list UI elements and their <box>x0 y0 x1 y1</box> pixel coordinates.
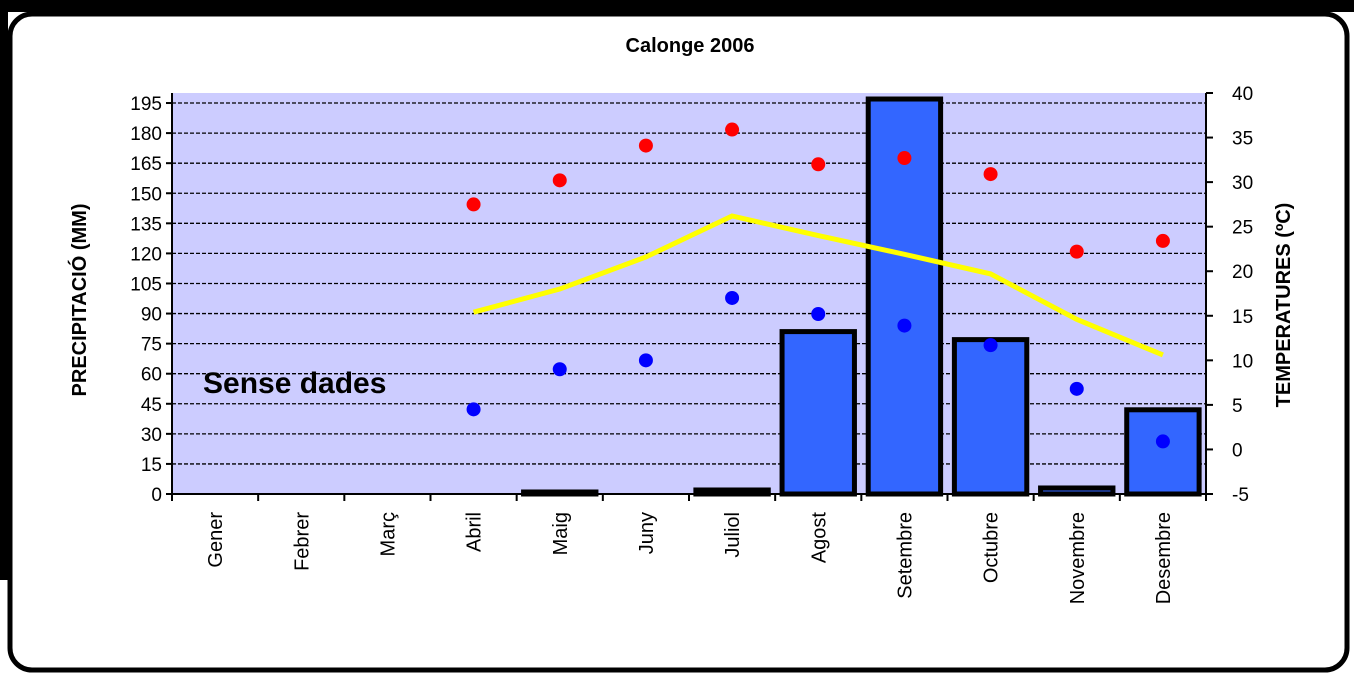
y-tick-label: 165 <box>130 154 162 175</box>
bar <box>779 329 857 497</box>
line <box>472 213 1164 358</box>
x-tick-label: Novembre <box>1067 512 1089 604</box>
x-tick-label: Gener <box>205 512 227 568</box>
y-tick-label: 105 <box>130 274 162 295</box>
y-tick-label: 75 <box>141 335 162 356</box>
x-tick-label: Octubre <box>981 512 1003 583</box>
dot <box>897 318 912 333</box>
dot <box>1069 244 1084 259</box>
bar <box>951 337 1030 497</box>
x-tick-label: Març <box>377 512 399 556</box>
dot <box>983 338 998 353</box>
chart-title: Calonge 2006 <box>626 35 755 57</box>
y2-tick-label: 5 <box>1232 396 1243 417</box>
top-strip <box>0 0 1354 12</box>
y2-tick-label: 35 <box>1232 129 1253 150</box>
y-tick-label: 45 <box>141 395 162 416</box>
dot <box>466 402 481 417</box>
dot <box>983 167 998 182</box>
dot <box>638 138 653 153</box>
x-tick-label: Setembre <box>894 512 916 599</box>
x-tick-label: Abril <box>464 512 486 552</box>
y-tick-label: 60 <box>141 365 162 386</box>
bar <box>1124 407 1202 497</box>
y2-tick-label: 30 <box>1232 173 1253 194</box>
dot <box>1155 434 1170 449</box>
x-tick-label: Agost <box>808 512 830 564</box>
x-tick-label: Febrer <box>291 512 313 571</box>
dot <box>811 157 826 172</box>
plot-area <box>172 93 1206 494</box>
y-tick-label: 90 <box>141 305 162 326</box>
y2-axis-label: TEMPERATURES (ºC) <box>1273 203 1295 408</box>
dot <box>1155 233 1170 248</box>
dot <box>1069 381 1084 396</box>
y2-tick-label: 10 <box>1232 351 1253 372</box>
x-tick-label: Desembre <box>1153 512 1175 604</box>
y-tick-label: 150 <box>130 184 162 205</box>
y-tick-label: 195 <box>130 94 162 115</box>
dot <box>552 362 567 377</box>
y-tick-label: 15 <box>141 455 162 476</box>
y2-tick-label: -5 <box>1232 485 1249 506</box>
left-strip <box>0 0 8 580</box>
dot <box>466 197 481 212</box>
dot <box>638 353 653 368</box>
y-tick-label: 120 <box>130 244 162 265</box>
y2-tick-label: 25 <box>1232 218 1253 239</box>
y2-tick-label: 15 <box>1232 307 1253 328</box>
dot <box>897 151 912 166</box>
y2-tick-label: 0 <box>1232 440 1243 461</box>
y-axis-label: PRECIPITACIÓ (MM) <box>67 204 91 397</box>
y-tick-label: 0 <box>151 485 162 506</box>
y-tick-label: 30 <box>141 425 162 446</box>
y-tick-label: 135 <box>130 214 162 235</box>
y2-tick-label: 40 <box>1232 84 1253 105</box>
dot <box>811 306 826 321</box>
dot <box>552 173 567 188</box>
y2-tick-label: 20 <box>1232 262 1253 283</box>
dot <box>725 122 740 137</box>
dot <box>725 290 740 305</box>
x-tick-label: Maig <box>550 512 572 555</box>
y-tick-label: 180 <box>130 124 162 145</box>
x-tick-label: Juliol <box>722 512 744 558</box>
annotation: Sense dades <box>203 367 386 400</box>
x-tick-label: Juny <box>636 512 658 554</box>
